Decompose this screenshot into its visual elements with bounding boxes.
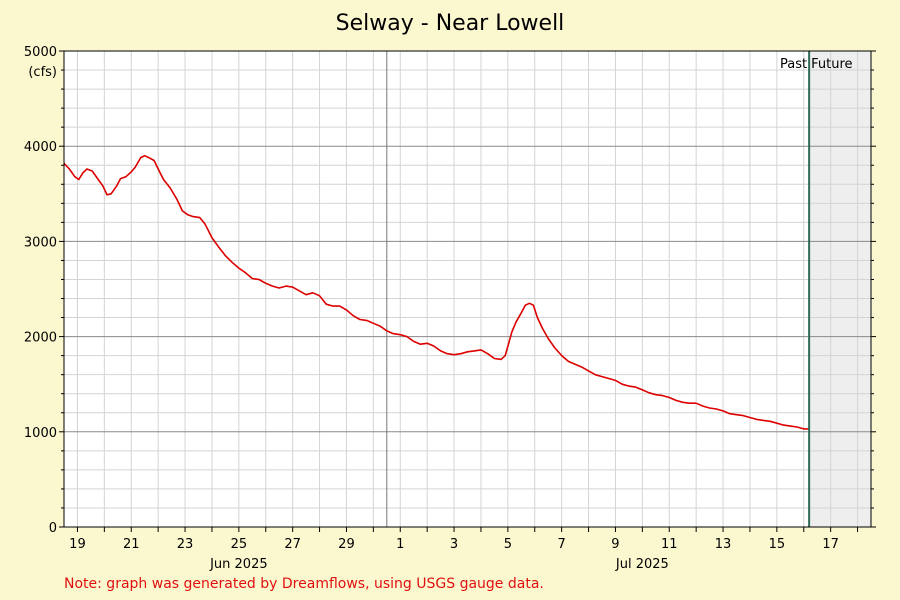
y-tick-label: 4000 — [24, 140, 57, 155]
x-tick-label: 27 — [284, 537, 301, 552]
y-tick-label: 1000 — [24, 426, 57, 441]
x-tick-label: 11 — [661, 537, 678, 552]
future-region — [809, 51, 871, 527]
plot-area — [64, 51, 871, 527]
x-tick-label: 17 — [822, 537, 839, 552]
y-tick-label: 2000 — [24, 331, 57, 346]
x-tick-label: 1 — [396, 537, 404, 552]
x-tick-label: 13 — [715, 537, 732, 552]
x-tick-label: 25 — [231, 537, 248, 552]
y-tick-label: 0 — [49, 521, 57, 536]
x-month-label: Jun 2025 — [209, 557, 268, 572]
x-tick-label: 15 — [769, 537, 786, 552]
x-tick-label: 21 — [123, 537, 140, 552]
y-tick-label: 5000 — [24, 45, 57, 60]
x-tick-label: 9 — [611, 537, 619, 552]
y-axis: 0 1000 2000 3000 4000 5000 — [24, 45, 876, 536]
x-tick-label: 19 — [69, 537, 86, 552]
y-tick-label: 3000 — [24, 235, 57, 250]
y-axis-label: (cfs) — [28, 65, 57, 80]
x-tick-label: 3 — [450, 537, 458, 552]
flow-series-line — [63, 154, 810, 430]
footnote: Note: graph was generated by Dreamflows,… — [64, 576, 544, 592]
past-label: Past — [780, 57, 807, 72]
future-label: Future — [811, 57, 852, 72]
x-tick-label: 29 — [338, 537, 355, 552]
x-tick-label: 23 — [177, 537, 194, 552]
x-tick-label: 5 — [504, 537, 512, 552]
chart-title: Selway - Near Lowell — [335, 11, 565, 36]
x-tick-label: 7 — [558, 537, 566, 552]
plot-border — [63, 50, 872, 528]
x-month-label: Jul 2025 — [615, 557, 669, 572]
minor-grid — [64, 51, 871, 527]
